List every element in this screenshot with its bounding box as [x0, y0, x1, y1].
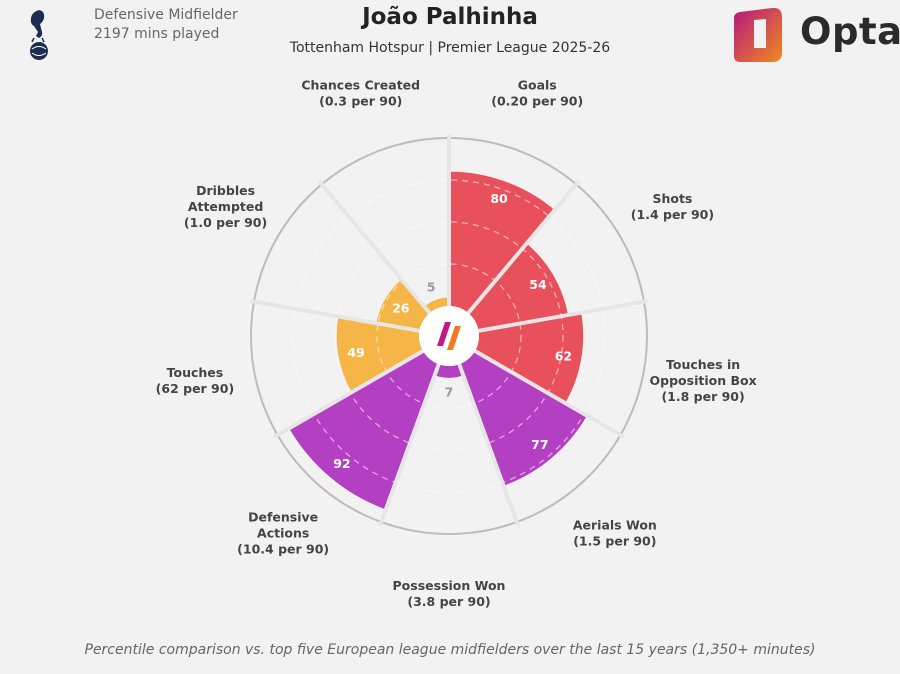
radar-spoke: [457, 363, 520, 527]
metric-label: Chances Created (0.3 per 90): [301, 78, 420, 109]
radar-grid-ring: [376, 263, 522, 409]
radar-wedge: [449, 171, 555, 314]
radar-spoke: [478, 298, 649, 333]
radar-wedge: [459, 351, 588, 486]
value-label: 92: [333, 456, 350, 471]
center-logo-icon: [437, 322, 461, 350]
metric-label: Shots (1.4 per 90): [631, 191, 714, 222]
opta-logo-icon: [734, 7, 782, 62]
value-label: 49: [347, 345, 364, 360]
metric-label: Goals (0.20 per 90): [491, 78, 583, 109]
metric-label: Touches (62 per 90): [156, 365, 235, 396]
chart-footnote: Percentile comparison vs. top five Europ…: [84, 642, 816, 658]
metric-label: Possession Won (3.8 per 90): [393, 578, 506, 609]
metric-label: Dribbles Attempted (1.0 per 90): [184, 183, 267, 230]
metric-label: Touches in Opposition Box (1.8 per 90): [650, 357, 757, 404]
club-crest-icon: [30, 10, 48, 60]
value-label: 5: [427, 279, 436, 294]
radar-wedge: [424, 297, 449, 314]
radar-spoke: [317, 179, 432, 315]
value-label: 77: [531, 437, 548, 452]
value-label: 80: [490, 191, 508, 206]
value-label: 54: [529, 277, 547, 292]
opta-brand-text: Opta: [800, 10, 900, 53]
page-title: João Palhinha: [362, 4, 538, 30]
radar-grid-ring: [292, 179, 606, 493]
radar-spoke: [466, 179, 581, 315]
metric-label: Defensive Actions (10.4 per 90): [237, 510, 329, 557]
radar-wedge: [376, 279, 430, 331]
radar-grid-ring: [334, 221, 564, 451]
radar-spoke: [249, 298, 420, 333]
radar-spoke: [378, 363, 441, 527]
radar-spoke: [473, 349, 625, 439]
minutes-played: 2197 mins played: [94, 26, 220, 42]
radar-wedge: [474, 312, 584, 404]
radar-wedge: [468, 243, 568, 331]
radar-spoke: [273, 349, 425, 439]
center-logo-disc: [419, 306, 479, 366]
page-subtitle: Tottenham Hotspur | Premier League 2025-…: [289, 40, 611, 56]
radar-wedge: [289, 351, 439, 510]
player-meta: Defensive Midfielder 2197 mins played: [94, 6, 238, 44]
value-label: 7: [445, 384, 454, 399]
value-label: 26: [392, 301, 410, 316]
radar-wedge: [336, 316, 424, 393]
radar-wedge: [434, 364, 464, 378]
value-label: 62: [555, 349, 572, 364]
player-position: Defensive Midfielder: [94, 7, 238, 23]
metric-label: Aerials Won (1.5 per 90): [573, 518, 657, 549]
